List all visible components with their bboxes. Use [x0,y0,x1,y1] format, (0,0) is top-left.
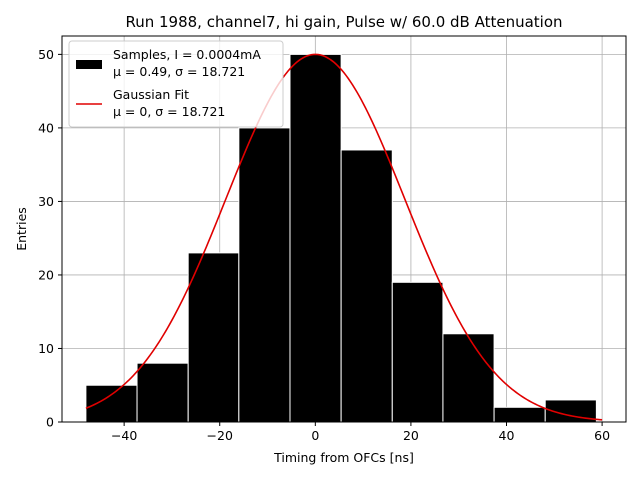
x-tick-label: 60 [594,428,610,443]
legend-samples-stats: μ = 0.49, σ = 18.721 [113,64,245,79]
histogram-bar [136,362,189,423]
y-tick-label: 40 [38,120,54,135]
gaussian-fit-curve [85,53,603,421]
legend-fit-stats: μ = 0, σ = 18.721 [113,104,225,119]
y-tick-label: 30 [38,194,54,209]
legend: Samples, I = 0.0004mA μ = 0.49, σ = 18.7… [68,40,284,128]
x-tick-label: −40 [111,428,137,443]
x-axis-label: Timing from OFCs [ns] [273,450,414,465]
x-tick-label: −20 [207,428,233,443]
y-tick-label: 10 [38,341,54,356]
y-axis-label: Entries [14,207,29,251]
histogram-bar [238,127,291,423]
legend-samples-label: Samples, I = 0.0004mA [113,47,261,62]
y-tick-label: 50 [38,47,54,62]
x-tick-label: 0 [311,428,319,443]
chart-title: Run 1988, channel7, hi gain, Pulse w/ 60… [125,13,562,31]
histogram-bar [187,252,240,423]
histogram-bar [289,53,342,423]
y-axis-ticks: 0 10 20 30 40 50 [38,47,62,430]
histogram-bar [85,384,138,423]
histogram-bar [442,333,495,423]
plot-frame [61,35,627,423]
x-tick-label: 20 [403,428,419,443]
histogram-bars [85,53,597,423]
y-tick-label: 20 [38,267,54,282]
x-tick-label: 40 [499,428,515,443]
histogram-bar [391,281,444,423]
x-axis-ticks: −40 −20 0 20 40 60 [111,422,610,443]
legend-samples-swatch [76,60,102,69]
y-tick-label: 0 [46,415,54,430]
histogram-bar [493,406,546,423]
legend-box [68,40,284,128]
histogram-bar [340,149,393,423]
legend-fit-label: Gaussian Fit [113,87,189,102]
